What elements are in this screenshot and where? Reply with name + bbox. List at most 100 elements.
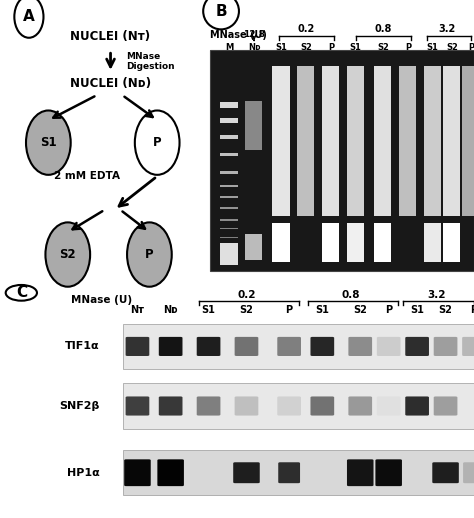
FancyBboxPatch shape: [434, 337, 457, 356]
Text: C: C: [16, 285, 27, 300]
Text: TIF1α: TIF1α: [65, 341, 100, 351]
Text: P: P: [468, 43, 474, 52]
Bar: [346, 66, 364, 216]
FancyBboxPatch shape: [277, 337, 301, 356]
Text: S1: S1: [410, 305, 424, 314]
FancyBboxPatch shape: [233, 462, 260, 483]
Bar: [219, 119, 238, 123]
FancyBboxPatch shape: [278, 462, 300, 483]
Text: MNase
Digestion: MNase Digestion: [126, 52, 175, 71]
Bar: [219, 171, 238, 174]
Text: S2: S2: [438, 305, 453, 314]
Text: 3.2: 3.2: [438, 24, 455, 34]
Bar: [322, 223, 339, 263]
FancyBboxPatch shape: [197, 396, 220, 415]
FancyBboxPatch shape: [348, 396, 372, 415]
FancyBboxPatch shape: [310, 396, 334, 415]
FancyBboxPatch shape: [377, 337, 401, 356]
Text: S1: S1: [350, 43, 362, 52]
FancyBboxPatch shape: [159, 337, 182, 356]
Text: Nᴅ: Nᴅ: [163, 305, 178, 314]
FancyBboxPatch shape: [126, 396, 149, 415]
Bar: [210, 50, 474, 271]
FancyBboxPatch shape: [347, 459, 374, 486]
FancyBboxPatch shape: [157, 459, 184, 486]
Text: 12.8: 12.8: [243, 31, 265, 39]
Text: S1: S1: [315, 305, 329, 314]
Text: P: P: [385, 305, 392, 314]
FancyBboxPatch shape: [405, 337, 429, 356]
Circle shape: [127, 222, 172, 287]
Text: P: P: [285, 305, 293, 314]
Text: 0.2: 0.2: [298, 24, 315, 34]
Bar: [219, 208, 238, 209]
Bar: [245, 234, 262, 260]
Text: S2: S2: [301, 43, 312, 52]
Circle shape: [26, 110, 71, 175]
Text: M: M: [225, 43, 234, 52]
Text: S1: S1: [201, 305, 216, 314]
FancyBboxPatch shape: [197, 337, 220, 356]
FancyBboxPatch shape: [235, 337, 258, 356]
Text: MNase (U): MNase (U): [210, 30, 267, 40]
Text: S2: S2: [446, 43, 458, 52]
Bar: [219, 254, 238, 256]
Bar: [219, 242, 238, 265]
FancyBboxPatch shape: [124, 459, 151, 486]
Text: Nᴅ: Nᴅ: [248, 43, 260, 52]
Bar: [219, 237, 238, 238]
Text: S1: S1: [275, 43, 288, 52]
Text: 0.8: 0.8: [374, 24, 392, 34]
Text: P: P: [405, 43, 411, 52]
Text: 0.2: 0.2: [237, 290, 256, 300]
FancyBboxPatch shape: [405, 396, 429, 415]
Bar: [322, 66, 339, 216]
Bar: [219, 102, 238, 108]
Text: S2: S2: [377, 43, 389, 52]
FancyBboxPatch shape: [377, 396, 401, 415]
FancyBboxPatch shape: [375, 459, 402, 486]
Bar: [123, 383, 474, 429]
FancyBboxPatch shape: [126, 337, 149, 356]
Text: P: P: [328, 43, 334, 52]
Text: SNF2β: SNF2β: [59, 401, 100, 411]
Text: 3.2: 3.2: [427, 290, 446, 300]
Bar: [123, 324, 474, 369]
Text: S1: S1: [427, 43, 439, 52]
Bar: [219, 228, 238, 229]
Bar: [424, 66, 441, 216]
Bar: [219, 219, 238, 221]
Bar: [123, 450, 474, 495]
Text: P: P: [153, 136, 162, 149]
FancyBboxPatch shape: [462, 337, 474, 356]
Bar: [219, 153, 238, 156]
Text: NUCLEI (Nᴛ): NUCLEI (Nᴛ): [71, 30, 151, 43]
FancyBboxPatch shape: [432, 462, 459, 483]
Bar: [219, 196, 238, 198]
Bar: [346, 223, 364, 263]
Text: NUCLEI (Nᴅ): NUCLEI (Nᴅ): [70, 77, 151, 91]
Bar: [443, 223, 460, 263]
Text: S1: S1: [40, 136, 57, 149]
Bar: [219, 246, 238, 247]
FancyBboxPatch shape: [463, 462, 474, 483]
Text: 0.8: 0.8: [341, 290, 360, 300]
FancyBboxPatch shape: [235, 396, 258, 415]
Bar: [399, 66, 416, 216]
Bar: [273, 223, 290, 263]
Text: S2: S2: [59, 248, 76, 261]
FancyBboxPatch shape: [434, 396, 457, 415]
FancyBboxPatch shape: [159, 396, 182, 415]
Text: A: A: [23, 9, 35, 24]
Bar: [297, 66, 314, 216]
Text: S2: S2: [239, 305, 254, 314]
Text: MNase (U): MNase (U): [72, 295, 132, 305]
Circle shape: [135, 110, 180, 175]
Bar: [219, 185, 238, 188]
FancyBboxPatch shape: [348, 337, 372, 356]
FancyBboxPatch shape: [310, 337, 334, 356]
Bar: [245, 101, 262, 150]
Bar: [374, 66, 391, 216]
Bar: [462, 66, 474, 216]
Bar: [273, 66, 290, 216]
